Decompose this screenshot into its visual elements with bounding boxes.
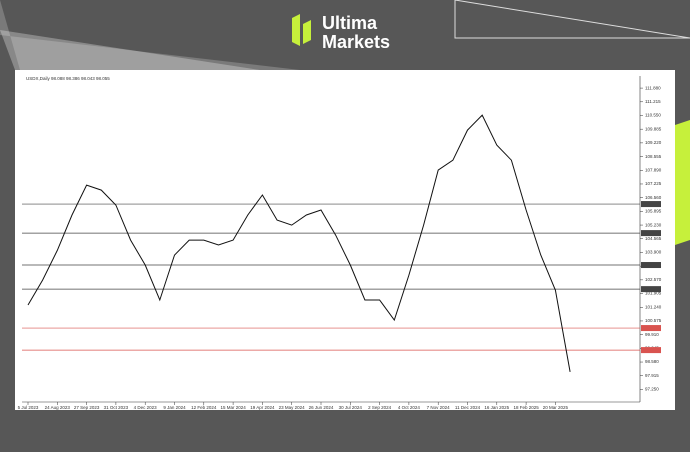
x-tick-label: 24 Aug 2023 bbox=[45, 405, 71, 410]
accent-green bbox=[675, 120, 690, 245]
chart-panel bbox=[15, 70, 675, 410]
y-tick-label: 107.225 bbox=[645, 181, 662, 186]
x-tick-label: 27 Sep 2023 bbox=[74, 405, 100, 410]
x-tick-label: 23 May 2024 bbox=[279, 405, 306, 410]
accent-line bbox=[454, 0, 690, 39]
y-tick-label: 101.240 bbox=[645, 304, 662, 309]
y-tick-label: 100.575 bbox=[645, 318, 662, 323]
y-tick-label: 108.555 bbox=[645, 154, 662, 159]
x-tick-label: 16 Jan 2025 bbox=[484, 405, 509, 410]
y-tick-label: 109.885 bbox=[645, 126, 662, 131]
logo-mark bbox=[292, 14, 300, 46]
x-tick-label: 31 Oct 2023 bbox=[104, 405, 129, 410]
level-tag bbox=[641, 286, 661, 293]
level-tag bbox=[641, 325, 661, 332]
x-tick-label: 19 Apr 2024 bbox=[250, 405, 275, 410]
price-line bbox=[27, 114, 571, 372]
x-tick-label: 5 Jul 2023 bbox=[18, 405, 39, 410]
y-tick-label: 110.550 bbox=[645, 113, 661, 118]
level-tag bbox=[641, 347, 661, 354]
logo: Ultima Markets bbox=[292, 13, 390, 52]
logo-mark bbox=[303, 20, 311, 44]
x-tick-label: 11 Dec 2024 bbox=[455, 405, 481, 410]
y-tick-label: 109.220 bbox=[645, 140, 662, 145]
level-tag bbox=[641, 230, 661, 237]
y-tick-label: 105.895 bbox=[645, 209, 662, 214]
x-tick-label: 2 Sep 2024 bbox=[368, 405, 392, 410]
level-tag bbox=[641, 201, 661, 208]
x-tick-label: 4 Oct 2024 bbox=[398, 405, 421, 410]
x-tick-label: 26 Jun 2024 bbox=[309, 405, 334, 410]
x-tick-label: 30 Jul 2024 bbox=[339, 405, 363, 410]
brand-text: Markets bbox=[322, 32, 390, 52]
x-tick-label: 20 Mar 2025 bbox=[543, 405, 569, 410]
x-tick-label: 12 Feb 2024 bbox=[191, 405, 217, 410]
x-tick-label: 15 Mar 2024 bbox=[220, 405, 246, 410]
y-tick-label: 107.890 bbox=[645, 167, 662, 172]
x-tick-label: 18 Feb 2025 bbox=[513, 405, 539, 410]
y-tick-label: 97.915 bbox=[645, 373, 659, 378]
y-tick-label: 104.565 bbox=[645, 236, 662, 241]
y-tick-label: 97.250 bbox=[645, 387, 659, 392]
chart-title: USDX,Daily 98.088 98.386 98.043 98.055 bbox=[26, 76, 110, 81]
y-tick-label: 111.880 bbox=[645, 85, 661, 90]
x-tick-label: 4 Dec 2023 bbox=[134, 405, 158, 410]
y-tick-label: 99.910 bbox=[645, 332, 659, 337]
y-tick-label: 111.215 bbox=[645, 99, 661, 104]
x-tick-label: 9 Jan 2024 bbox=[163, 405, 186, 410]
accent-shape bbox=[0, 0, 300, 70]
y-tick-label: 101.905 bbox=[645, 291, 662, 296]
y-tick-label: 106.560 bbox=[645, 195, 662, 200]
y-tick-label: 103.900 bbox=[645, 250, 662, 255]
accent-light bbox=[0, 30, 260, 70]
level-tag bbox=[641, 262, 661, 269]
y-tick-label: 102.570 bbox=[645, 277, 662, 282]
brand-text: Ultima bbox=[322, 13, 378, 33]
y-tick-label: 98.580 bbox=[645, 359, 659, 364]
y-tick-label: 105.230 bbox=[645, 222, 662, 227]
x-tick-label: 7 Nov 2024 bbox=[427, 405, 451, 410]
